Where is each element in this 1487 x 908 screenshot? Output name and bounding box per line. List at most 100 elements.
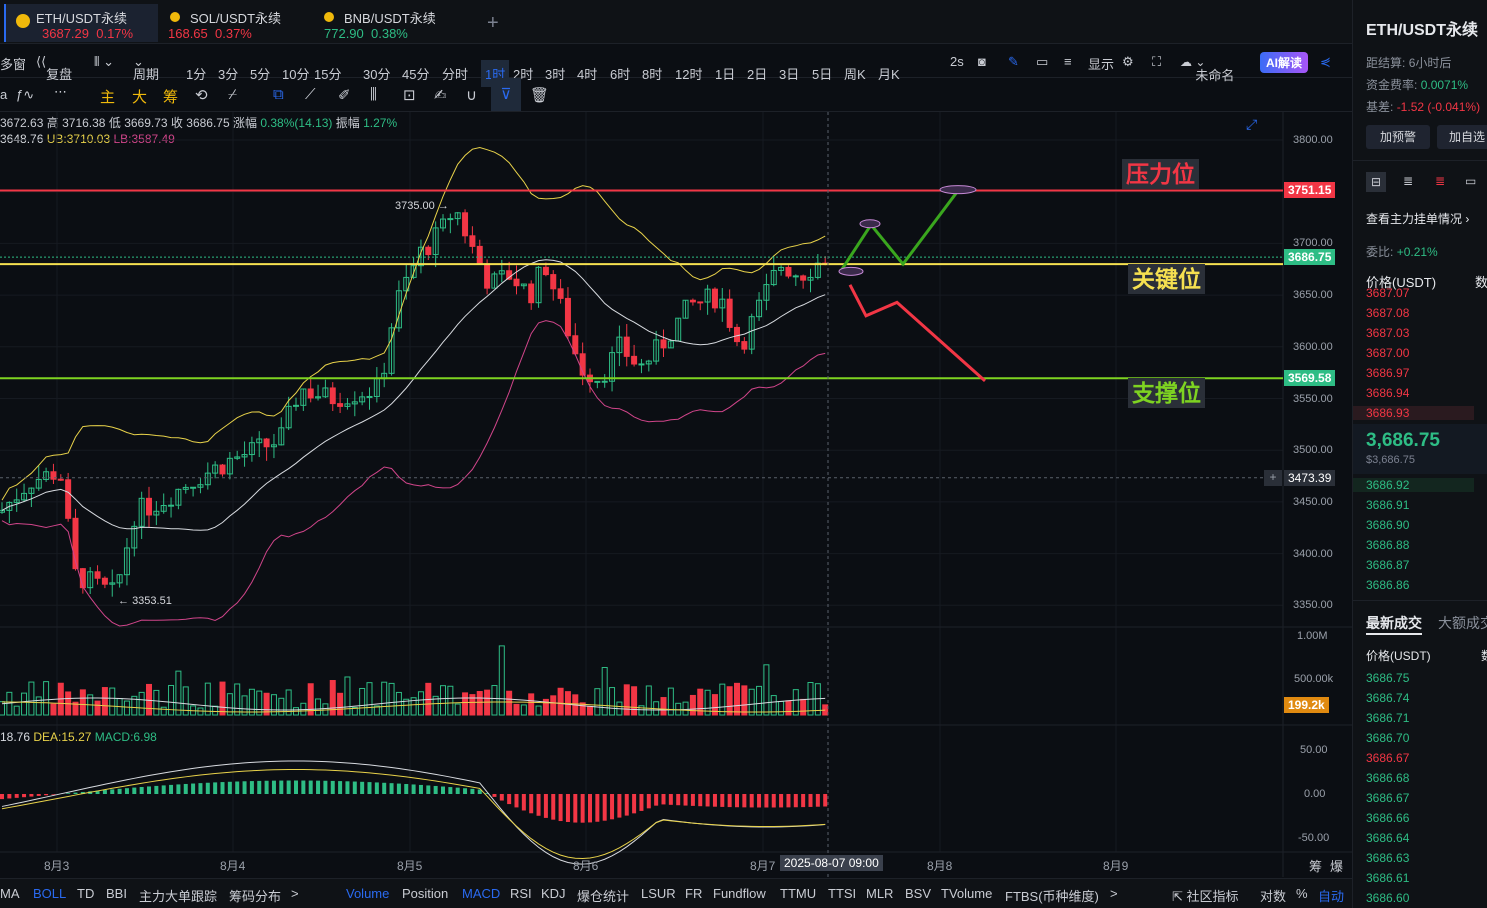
cloud-save-dropdown[interactable]: ☁ 未命名 ⌄ — [1180, 55, 1235, 83]
indicator-TD[interactable]: TD — [77, 886, 95, 901]
interval-15分[interactable]: 15分 — [314, 67, 342, 82]
indicator-MLR[interactable]: MLR — [866, 886, 894, 901]
orderbook-settings-icon[interactable]: ▭ — [1465, 174, 1477, 188]
indicator-BOLL[interactable]: BOLL — [33, 886, 67, 901]
ask-row[interactable]: 3687.08 — [1366, 306, 1410, 320]
add-alert-button[interactable]: 加预警 — [1366, 125, 1430, 149]
interval-月K[interactable]: 月K — [878, 67, 900, 82]
fullscreen-icon[interactable]: ⛶ — [1152, 54, 1162, 69]
tool-a[interactable]: a — [0, 87, 8, 102]
indicator-FTBS(币种维度)[interactable]: FTBS(币种维度) — [1005, 889, 1099, 904]
interval-30分[interactable]: 30分 — [363, 67, 391, 82]
interval-5分[interactable]: 5分 — [250, 67, 271, 82]
magic-icon[interactable]: ⟲ — [195, 87, 208, 104]
add-line-icon[interactable]: + — [1264, 470, 1282, 486]
indicator-TVolume[interactable]: TVolume — [941, 886, 993, 901]
community-indicator-button[interactable]: ⇱ 社区指标 — [1172, 889, 1239, 904]
brush-icon[interactable]: ✐ — [338, 87, 351, 104]
ask-row[interactable]: 3686.97 — [1366, 366, 1410, 380]
interval-6时[interactable]: 6时 — [610, 67, 631, 82]
filter-icon[interactable]: ⊽ — [491, 78, 521, 111]
expand-icon[interactable]: ⤢ — [1246, 116, 1258, 132]
interval-10分[interactable]: 10分 — [282, 67, 310, 82]
display-button[interactable]: 显示 — [1088, 57, 1115, 72]
copy-icon[interactable]: ⧉ — [273, 86, 284, 103]
ask-row[interactable]: 3687.07 — [1366, 286, 1410, 300]
indicator-icon[interactable]: ƒ∿ — [16, 87, 35, 102]
note-icon[interactable]: ✍ — [434, 87, 447, 104]
auto-scale-toggle[interactable]: 自动 — [1318, 889, 1345, 904]
chip-toggle[interactable]: 筹 — [1309, 859, 1323, 874]
bid-row[interactable]: 3686.91 — [1366, 498, 1410, 512]
main-force-button[interactable]: 主 — [100, 89, 116, 106]
tab-latest-trades[interactable]: 最新成交 — [1366, 615, 1422, 631]
indicator-爆仓统计[interactable]: 爆仓统计 — [577, 889, 630, 904]
orderbook-asks-icon[interactable]: ≣ — [1435, 174, 1446, 188]
bid-row[interactable]: 3686.88 — [1366, 538, 1410, 552]
indicator-主力大单跟踪[interactable]: 主力大单跟踪 — [139, 889, 218, 904]
indicator-Volume[interactable]: Volume — [346, 886, 390, 901]
bid-row[interactable]: 3686.86 — [1366, 578, 1410, 592]
camera-icon[interactable]: ◙ — [978, 54, 986, 69]
bid-row[interactable]: 3686.90 — [1366, 518, 1410, 532]
lock-icon[interactable]: ⊡ — [403, 87, 416, 104]
list-icon[interactable]: ≡ — [1064, 54, 1072, 69]
tab-sol[interactable]: SOL/USDT永续 168.65 0.37% — [162, 4, 312, 42]
chip-button[interactable]: 筹 — [163, 89, 179, 106]
interval-周K[interactable]: 周K — [844, 67, 866, 82]
ai-interpret-button[interactable]: AI解读 — [1260, 52, 1309, 73]
ask-row[interactable]: 3687.00 — [1366, 346, 1410, 360]
layout-icon[interactable]: ▭ — [1036, 54, 1049, 69]
indicator-RSI[interactable]: RSI — [510, 886, 532, 901]
interval-5日[interactable]: 5日 — [812, 67, 833, 82]
ask-row[interactable]: 3686.94 — [1366, 386, 1410, 400]
indicator-MACD[interactable]: MACD — [462, 886, 501, 901]
interval-45分[interactable]: 45分 — [402, 67, 430, 82]
candle-tool-icon[interactable]: ⫼ — [370, 86, 377, 103]
indicator-LSUR[interactable]: LSUR — [641, 886, 676, 901]
chart-canvas[interactable] — [0, 112, 1352, 877]
log-scale-toggle[interactable]: 对数 — [1260, 889, 1287, 904]
orderbook-link[interactable]: 查看主力挂单情况 › — [1366, 212, 1470, 226]
interval-8时[interactable]: 8时 — [642, 67, 663, 82]
indicator-BSV[interactable]: BSV — [905, 886, 932, 901]
trash-icon[interactable]: 🗑 — [530, 87, 550, 104]
speed-label[interactable]: 2s — [950, 54, 964, 69]
bid-row[interactable]: 3686.92 — [1353, 478, 1474, 492]
indicator-BBI[interactable]: BBI — [106, 886, 127, 901]
orderbook-bids-icon[interactable]: ≣ — [1403, 174, 1414, 188]
interval-12时[interactable]: 12时 — [675, 67, 703, 82]
indicator-TTSI[interactable]: TTSI — [828, 886, 857, 901]
tab-eth[interactable]: ETH/USDT永续 3687.29 0.17% — [4, 4, 158, 42]
interval-1日[interactable]: 1日 — [715, 67, 736, 82]
more-icon[interactable]: ⋯ — [54, 84, 67, 99]
add-watchlist-button[interactable]: 加自选 — [1437, 125, 1487, 149]
indicator-Fundflow[interactable]: Fundflow — [713, 886, 766, 901]
magnet-icon[interactable]: ∪ — [466, 87, 477, 104]
ask-row[interactable]: 3686.93 — [1353, 406, 1474, 420]
indicator-筹码分布[interactable]: 筹码分布 — [229, 889, 282, 904]
share-icon[interactable]: ⋞ — [1320, 54, 1331, 69]
interval-3时[interactable]: 3时 — [545, 67, 566, 82]
indicator-Position[interactable]: Position — [402, 886, 449, 901]
indicator->[interactable]: > — [1110, 886, 1118, 901]
tab-large-trades[interactable]: 大额成交 — [1438, 615, 1487, 631]
interval-3日[interactable]: 3日 — [779, 67, 800, 82]
ask-row[interactable]: 3687.03 — [1366, 326, 1410, 340]
interval-4时[interactable]: 4时 — [577, 67, 598, 82]
tab-bnb[interactable]: BNB/USDT永续 772.90 0.38% — [318, 4, 478, 42]
eraser-icon[interactable]: ⌿ — [228, 86, 238, 103]
interval-分时[interactable]: 分时 — [442, 67, 469, 82]
period-dropdown[interactable]: 周期 ⌄ — [133, 54, 160, 82]
chart-type-button[interactable]: ⫴ ⌄ — [94, 54, 114, 69]
settings-gear-icon[interactable]: ⚙ — [1122, 54, 1134, 69]
indicator-TTMU[interactable]: TTMU — [780, 886, 817, 901]
indicator-MA[interactable]: MA — [0, 886, 20, 901]
interval-3分[interactable]: 3分 — [218, 67, 239, 82]
indicator-FR[interactable]: FR — [685, 886, 703, 901]
multi-window-button[interactable]: 多窗 — [0, 57, 27, 72]
orderbook-both-icon[interactable]: ⊟ — [1366, 172, 1386, 192]
indicator-KDJ[interactable]: KDJ — [541, 886, 566, 901]
liquidation-toggle[interactable]: 爆 — [1330, 859, 1344, 874]
percent-toggle[interactable]: % — [1296, 886, 1308, 901]
